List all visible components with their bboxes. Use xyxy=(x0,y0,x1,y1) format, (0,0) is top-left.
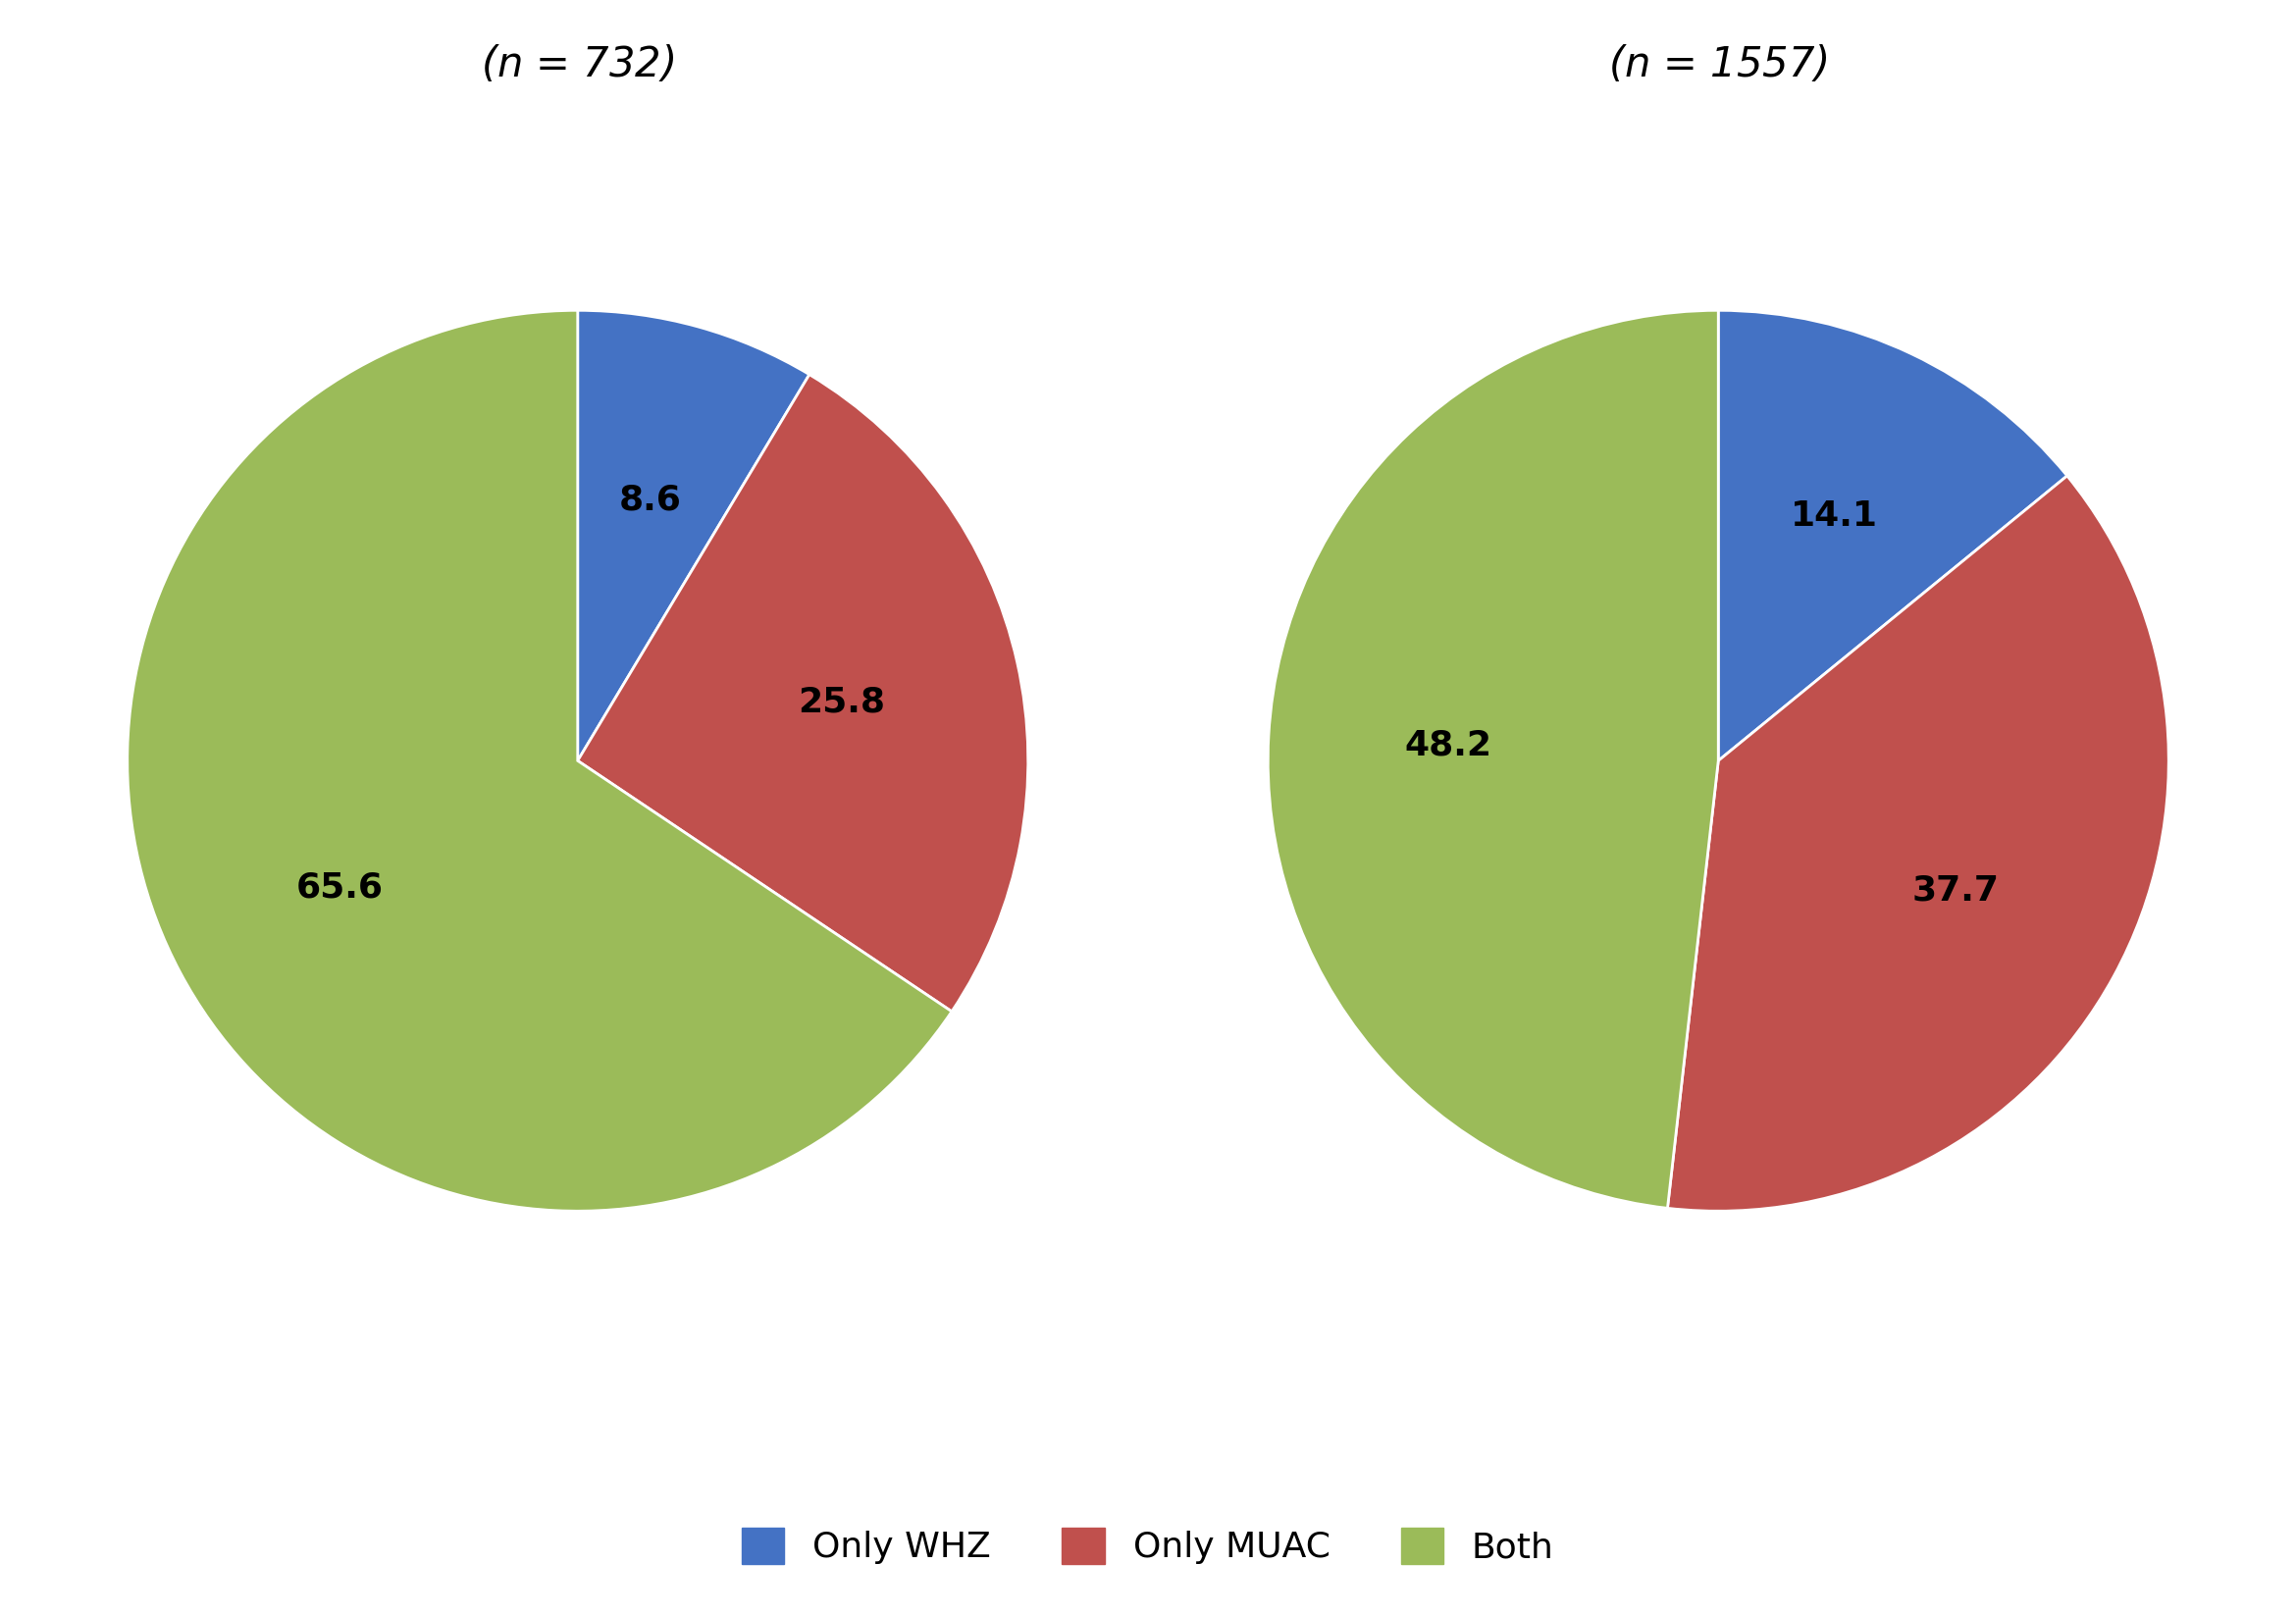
Wedge shape xyxy=(579,375,1029,1012)
Text: 8.6: 8.6 xyxy=(618,483,682,517)
Text: ($n$ = 732): ($n$ = 732) xyxy=(480,44,675,86)
Text: 37.7: 37.7 xyxy=(1913,874,2000,907)
Wedge shape xyxy=(1667,475,2170,1210)
Wedge shape xyxy=(579,310,810,761)
Wedge shape xyxy=(1717,310,2066,761)
Text: 65.6: 65.6 xyxy=(296,871,383,905)
Text: 25.8: 25.8 xyxy=(797,685,884,719)
Wedge shape xyxy=(1267,310,1717,1209)
Text: 48.2: 48.2 xyxy=(1405,729,1492,763)
Wedge shape xyxy=(126,310,953,1210)
Legend: Only WHZ, Only MUAC, Both: Only WHZ, Only MUAC, Both xyxy=(723,1509,1573,1582)
Text: ($n$ = 1557): ($n$ = 1557) xyxy=(1609,44,1828,86)
Text: 14.1: 14.1 xyxy=(1791,499,1878,533)
